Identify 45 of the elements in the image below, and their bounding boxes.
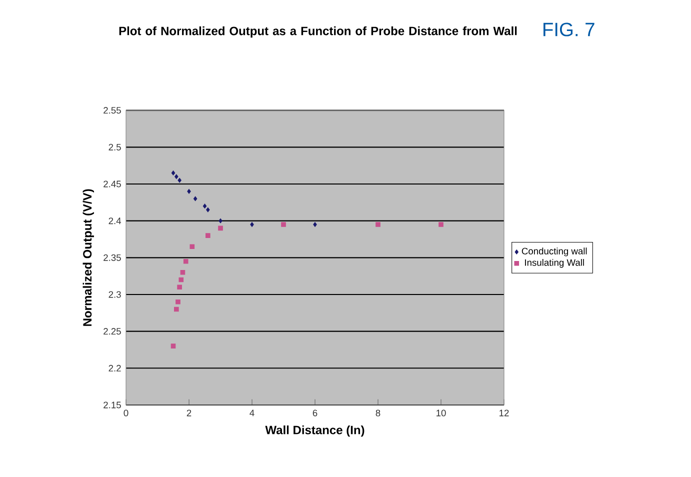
point <box>187 188 191 194</box>
x-axis-title: Wall Distance (In) <box>265 425 364 437</box>
y-tick-label: 2.35 <box>104 254 121 261</box>
x-tick-label: 0 <box>124 410 128 416</box>
point <box>177 284 182 290</box>
y-tick-label: 2.2 <box>108 364 121 372</box>
x-tick-label: 6 <box>312 410 318 416</box>
y-tick-label: 2.25 <box>104 328 121 335</box>
point <box>176 299 180 304</box>
y-tick-label: 2.45 <box>104 180 121 188</box>
point <box>438 222 444 227</box>
point <box>202 204 207 208</box>
point <box>313 222 317 227</box>
point <box>174 306 179 312</box>
point <box>178 178 182 183</box>
point <box>178 277 184 282</box>
point <box>190 244 195 250</box>
x-tick-label: 8 <box>376 410 380 416</box>
point <box>183 258 188 264</box>
y-tick-label: 2.15 <box>104 402 121 408</box>
y-tick-label: 2.5 <box>108 144 121 150</box>
point <box>170 344 176 348</box>
point <box>250 222 254 227</box>
legend-label: Insulating Wall <box>525 259 584 268</box>
y-tick-label: 2.3 <box>108 291 121 298</box>
y-axis-title: Normalized Output (V/V) <box>82 189 94 326</box>
x-tick-label: 10 <box>436 410 446 416</box>
y-tick-label: 2.4 <box>108 218 122 224</box>
point <box>281 222 286 227</box>
x-tick-label: 4 <box>250 410 254 416</box>
point <box>174 174 178 180</box>
x-tick-label: 2 <box>186 410 192 416</box>
point <box>376 222 380 227</box>
point <box>171 170 176 176</box>
point <box>193 196 198 202</box>
legend-label: Conducting wall <box>522 248 587 256</box>
point <box>218 218 222 224</box>
x-tick-label: 12 <box>500 410 509 416</box>
point <box>206 207 210 212</box>
point <box>180 270 186 275</box>
point <box>218 226 223 231</box>
chart-title: Plot of Normalized Output as a Function of Probe Distance from Wall <box>119 26 517 38</box>
caption: FIG. 7 <box>544 22 594 36</box>
y-tick-label: 2.55 <box>104 107 121 114</box>
point <box>206 233 210 238</box>
